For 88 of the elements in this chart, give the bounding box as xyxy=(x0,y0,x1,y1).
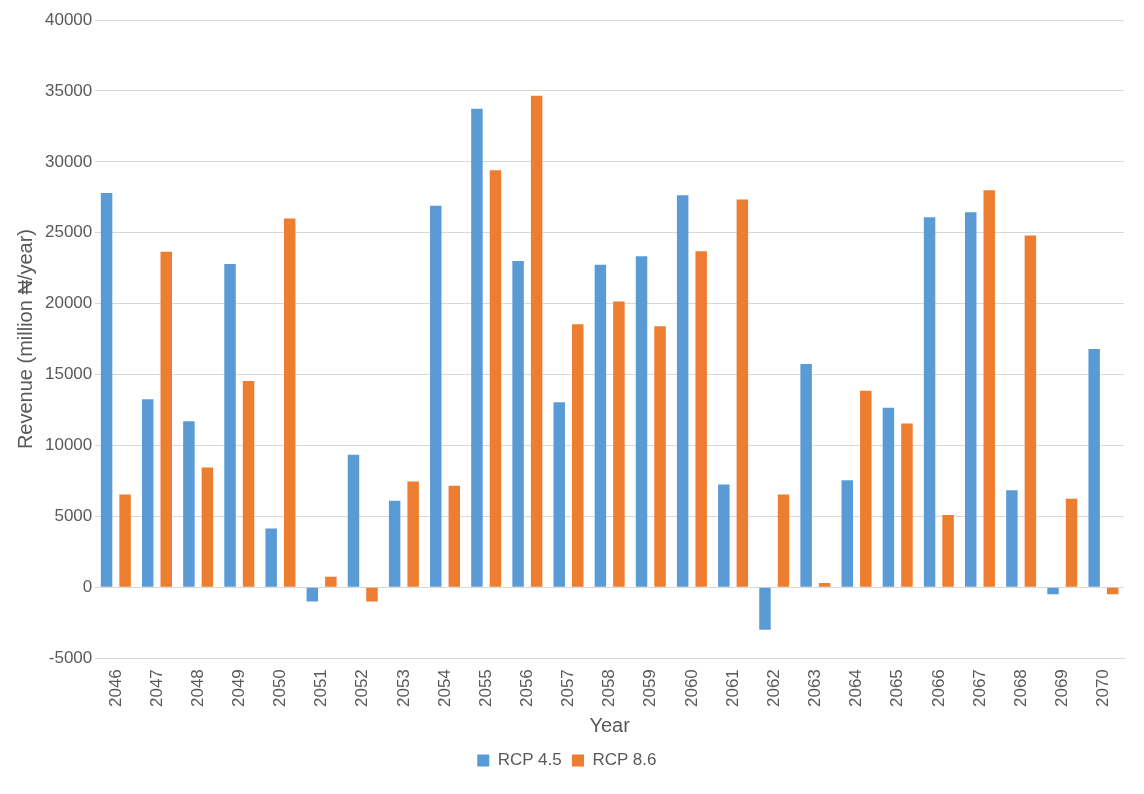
x-tick-label: 2063 xyxy=(805,669,825,708)
x-tick-label: 2050 xyxy=(270,669,290,708)
legend-label: RCP 4.5 xyxy=(497,750,562,770)
bar xyxy=(841,480,854,587)
bar xyxy=(594,264,607,587)
bar xyxy=(183,421,195,587)
bar xyxy=(983,190,995,587)
bar xyxy=(1006,490,1018,587)
bar xyxy=(901,423,913,587)
y-tick-label: 30000 xyxy=(44,151,93,171)
x-tick-label: 2049 xyxy=(228,669,248,708)
x-axis-title: Year xyxy=(589,713,631,736)
bar xyxy=(160,251,172,587)
bar xyxy=(283,218,296,587)
bar xyxy=(448,485,461,587)
bar xyxy=(860,390,872,587)
bar xyxy=(1065,498,1078,587)
bar xyxy=(654,326,666,587)
bar xyxy=(923,217,936,587)
bar xyxy=(388,500,401,587)
x-tick-label: 2059 xyxy=(640,669,660,708)
bar xyxy=(1088,349,1100,587)
x-tick-label: 2061 xyxy=(722,669,742,708)
bar xyxy=(613,301,625,587)
bar xyxy=(489,170,502,587)
bar xyxy=(366,587,378,602)
x-tick-label: 2047 xyxy=(146,669,166,708)
bar xyxy=(800,363,812,587)
y-tick-label: 35000 xyxy=(44,80,93,100)
bar xyxy=(572,324,584,587)
bar xyxy=(1047,587,1059,595)
y-tick-label: 15000 xyxy=(44,364,93,384)
bar xyxy=(553,402,565,587)
bar xyxy=(119,494,131,587)
y-tick-label: 20000 xyxy=(44,293,93,313)
bar xyxy=(325,576,337,587)
bar xyxy=(1024,235,1037,587)
bar xyxy=(242,380,255,587)
x-tick-label: 2068 xyxy=(1010,669,1030,708)
bar xyxy=(224,263,236,587)
bar xyxy=(635,256,648,587)
x-tick-label: 2067 xyxy=(969,669,989,708)
y-axis-title: Revenue (million ₦/year) xyxy=(13,229,36,450)
bar xyxy=(347,454,360,587)
x-tick-label: 2070 xyxy=(1093,669,1113,708)
y-tick-label: 40000 xyxy=(44,9,93,29)
bar xyxy=(512,261,524,587)
x-tick-label: 2058 xyxy=(599,669,619,708)
bar xyxy=(695,251,707,587)
bar xyxy=(201,467,214,587)
bar xyxy=(882,407,895,587)
bar xyxy=(676,195,689,587)
bar xyxy=(100,193,113,587)
bar xyxy=(265,528,277,587)
legend-label: RCP 8.6 xyxy=(592,750,657,770)
x-tick-label: 2051 xyxy=(311,669,331,708)
x-tick-label: 2069 xyxy=(1051,669,1071,708)
y-tick-label: 5000 xyxy=(54,506,93,526)
bar xyxy=(736,199,749,587)
bar xyxy=(777,494,790,587)
bar xyxy=(759,587,771,630)
x-tick-label: 2048 xyxy=(187,669,207,708)
bar xyxy=(530,95,543,587)
x-tick-label: 2046 xyxy=(105,669,125,708)
y-tick-label: 25000 xyxy=(44,222,93,242)
bar xyxy=(718,484,730,587)
x-tick-label: 2055 xyxy=(475,669,495,708)
x-tick-label: 2052 xyxy=(352,669,372,708)
x-tick-label: 2054 xyxy=(434,669,454,708)
x-tick-label: 2060 xyxy=(681,669,701,708)
x-tick-label: 2066 xyxy=(928,669,948,708)
bar xyxy=(306,587,319,602)
bar xyxy=(142,399,154,587)
x-tick-label: 2065 xyxy=(887,669,907,708)
x-tick-label: 2062 xyxy=(763,669,783,708)
y-tick-label: 10000 xyxy=(44,435,93,455)
bar xyxy=(471,108,483,587)
bar xyxy=(964,212,977,587)
bar xyxy=(818,583,831,587)
y-tick-label: -5000 xyxy=(48,647,93,667)
bar xyxy=(407,481,419,587)
x-tick-label: 2053 xyxy=(393,669,413,708)
y-tick-label: 0 xyxy=(82,576,93,596)
x-tick-label: 2064 xyxy=(846,669,866,708)
x-tick-label: 2057 xyxy=(558,669,578,708)
bar xyxy=(430,205,442,587)
x-tick-label: 2056 xyxy=(517,669,537,708)
bar xyxy=(942,514,954,587)
